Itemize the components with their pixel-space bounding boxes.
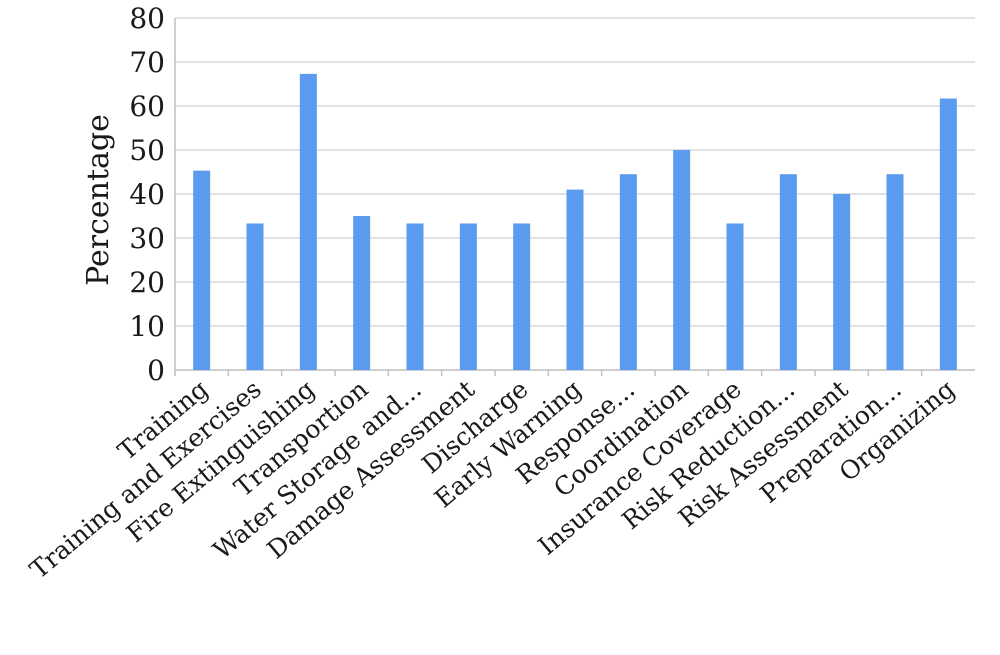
y-tick-label: 50 (129, 134, 165, 167)
bar (726, 223, 744, 370)
bar (673, 150, 691, 370)
bar (513, 223, 531, 370)
y-tick-label: 60 (129, 90, 165, 123)
bar (406, 223, 424, 370)
bar (886, 174, 904, 370)
bar (619, 174, 637, 370)
bar (779, 174, 797, 370)
bar (193, 170, 211, 370)
y-tick-label: 70 (129, 46, 165, 79)
bar (459, 223, 477, 370)
y-tick-label: 10 (129, 310, 165, 343)
y-tick-label: 20 (129, 266, 165, 299)
y-tick-label: 0 (147, 354, 165, 387)
y-tick-labels: 0 10 20 30 40 50 60 70 80 (129, 2, 165, 387)
bar (246, 223, 264, 370)
bar (833, 194, 851, 370)
bar (566, 189, 584, 370)
y-tick-label: 80 (129, 2, 165, 35)
y-tick-label: 40 (129, 178, 165, 211)
y-tick-label: 30 (129, 222, 165, 255)
bar (299, 73, 317, 370)
bar (353, 216, 371, 370)
bar (939, 98, 957, 371)
bars (193, 73, 957, 371)
y-axis-title: Percentage (81, 114, 116, 286)
